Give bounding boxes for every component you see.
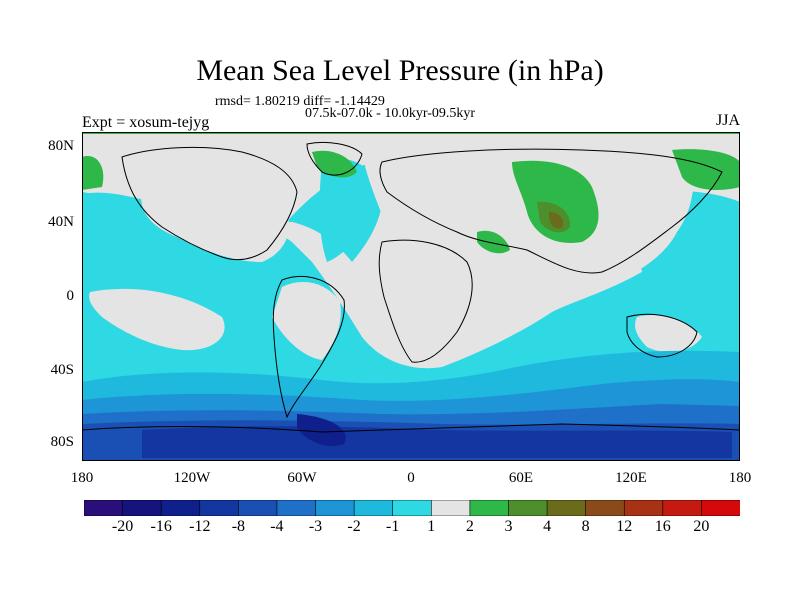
- colorbar-cell: [122, 500, 162, 516]
- contour-minus1-atl: [319, 158, 382, 262]
- neutral-africa: [380, 270, 456, 355]
- lat-label-40n: 40N: [48, 214, 74, 230]
- colorbar-label: 20: [693, 518, 710, 535]
- colorbar-label: 8: [581, 518, 590, 535]
- colorbar-label: 12: [616, 518, 633, 535]
- pressure-map: [82, 132, 740, 461]
- neutral-eurasia: [362, 152, 694, 302]
- contour-plus4: [548, 212, 564, 229]
- experiment-label: Expt = xosum-tejyg: [82, 114, 210, 131]
- colorbar-cell: [392, 500, 433, 516]
- colorbar-label: 3: [504, 518, 513, 535]
- colorbar-cell: [238, 500, 278, 516]
- coastline-africa: [378, 239, 473, 363]
- colorbar-cell: [276, 500, 317, 516]
- lat-label-80n: 80N: [48, 138, 74, 154]
- lon-label-120w: 120W: [173, 470, 211, 486]
- colorbar-cell: [315, 500, 355, 516]
- colorbar-cell: [84, 500, 124, 516]
- plot-title: Mean Sea Level Pressure (in hPa): [196, 54, 604, 87]
- colorbar-label: 16: [654, 518, 671, 535]
- colorbar-cell: [199, 500, 240, 516]
- stats-text: rmsd= 1.80219 diff= -1.14429: [215, 94, 385, 109]
- season-label: JJA: [716, 112, 741, 129]
- contour-minus16: [297, 414, 346, 447]
- colorbar-cell: [662, 500, 703, 516]
- lat-label-80s: 80S: [50, 434, 74, 450]
- colorbar-cell: [508, 500, 548, 516]
- colorbar-label: -2: [347, 518, 361, 535]
- colorbar-label: -4: [270, 518, 284, 535]
- lat-label-40s: 40S: [50, 362, 74, 378]
- colorbar-label: 4: [543, 518, 552, 535]
- lon-label-60e: 60E: [508, 470, 534, 486]
- colorbar-cell: [585, 500, 626, 516]
- lat-label-0: 0: [66, 288, 75, 304]
- coastline-australia: [626, 313, 698, 358]
- coastline-antarctica: [82, 423, 740, 433]
- neutral-arctic: [82, 132, 740, 150]
- coastline-south-america: [272, 276, 345, 419]
- contour-plus2-greenland: [312, 150, 357, 178]
- colorbar-label: -12: [189, 518, 211, 535]
- lon-label-180e: 180: [728, 470, 752, 486]
- neutral-na: [141, 178, 290, 262]
- colorbar-label: 2: [465, 518, 474, 535]
- colorbar-cell: [469, 500, 510, 516]
- period-text: 07.5k-07.0k - 10.0kyr-09.5kyr: [305, 106, 476, 121]
- contour-plus2-arabia: [477, 230, 510, 254]
- colorbar-label: -1: [386, 518, 400, 535]
- colorbar-cell: [430, 500, 471, 516]
- colorbar-cell: [623, 500, 664, 516]
- colorbar-label: -20: [111, 518, 134, 535]
- colorbar: [84, 500, 740, 516]
- lon-label-120e: 120E: [615, 470, 647, 486]
- coastline-north-america: [121, 146, 298, 261]
- neutral-austral: [635, 314, 702, 353]
- colorbar-label: -8: [231, 518, 246, 535]
- contour-plus2-asia: [512, 160, 599, 243]
- coastline-eurasia: [379, 148, 723, 274]
- colorbar-cell: [160, 500, 201, 516]
- lon-label-180w: 180: [70, 470, 94, 486]
- contour-minus12: [142, 426, 732, 458]
- contour-plus2-ne: [672, 149, 740, 190]
- neutral-pac-south: [89, 288, 225, 351]
- contour-plus2-arctic-w: [82, 156, 104, 190]
- coastlines: [82, 141, 740, 433]
- colorbar-cell: [353, 500, 394, 516]
- coastline-greenland: [306, 141, 363, 176]
- colorbar-label: -16: [150, 518, 172, 535]
- colorbar-cell: [701, 500, 740, 516]
- lon-label-60w: 60W: [287, 470, 317, 486]
- map-frame: [82, 132, 740, 461]
- lon-label-0: 0: [407, 470, 415, 486]
- colorbar-cell: [546, 500, 587, 516]
- colorbar-label: -3: [308, 518, 323, 535]
- neutral-sa: [272, 282, 341, 360]
- colorbar-label: 1: [427, 518, 436, 535]
